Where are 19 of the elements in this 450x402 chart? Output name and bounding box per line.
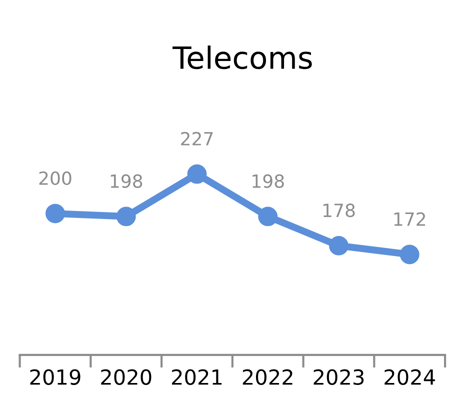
point [187, 164, 207, 184]
x-tick-label: 2023 [314, 369, 364, 385]
x-tick-label: 2024 [384, 369, 435, 385]
x-tick-label: 2019 [30, 369, 80, 385]
data-label: 227 [181, 132, 213, 146]
chart-title: Telecoms [172, 46, 312, 70]
point [258, 206, 278, 226]
point [329, 236, 348, 256]
point [46, 204, 65, 224]
point [116, 206, 136, 226]
x-tick-label: 2021 [172, 369, 222, 385]
data-label: 198 [110, 174, 142, 188]
data-label: 172 [394, 212, 426, 226]
point [400, 244, 420, 264]
data-label: 178 [323, 204, 355, 218]
x-tick-label: 2020 [101, 369, 152, 385]
data-label: 198 [252, 174, 284, 188]
x-tick-label: 2022 [242, 369, 292, 385]
data-label: 200 [39, 171, 72, 186]
